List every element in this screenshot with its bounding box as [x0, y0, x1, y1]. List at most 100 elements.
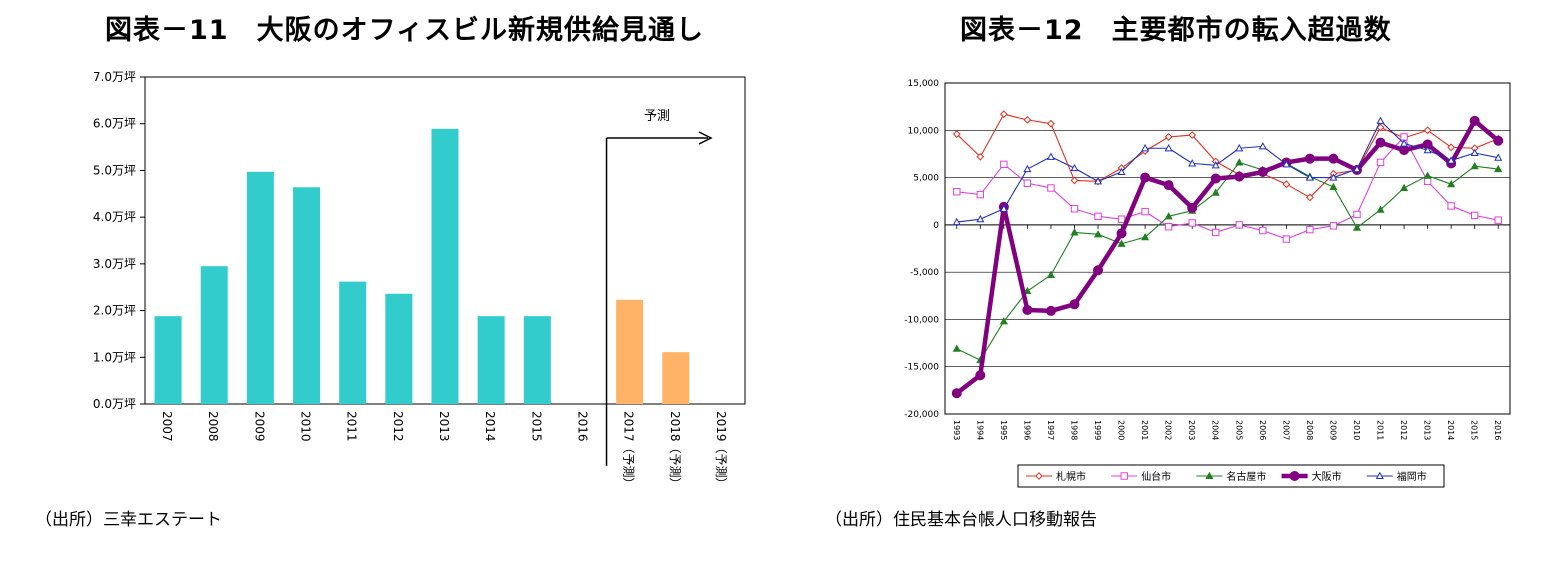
x-tick-label: 2000: [1117, 420, 1126, 440]
bar: [339, 281, 367, 404]
point: [975, 370, 986, 381]
point: [1375, 471, 1384, 480]
point: [1282, 235, 1291, 243]
bar: [523, 316, 551, 404]
y-tick-label: 1.0万坪: [93, 350, 136, 364]
point: [1494, 164, 1503, 173]
point: [1047, 119, 1055, 128]
point: [952, 217, 961, 226]
x-tick-label: 2005: [1234, 420, 1243, 440]
point: [1447, 179, 1456, 188]
y-tick-label: 5,000: [913, 174, 939, 184]
point: [1070, 176, 1079, 185]
x-tick-label: 2008: [206, 411, 220, 442]
point: [1399, 145, 1410, 156]
chart-title-left: 図表－11 大阪のオフィスビル新規供給見通し: [105, 15, 705, 46]
point: [1210, 173, 1221, 184]
point: [1140, 172, 1151, 183]
office-supply-bar-chart: 0.0万坪 1.0万坪 2.0万坪 3.0万坪 4.0万坪 5.0万坪 6.0万坪 7.0万坪…: [93, 70, 746, 490]
point: [953, 188, 961, 196]
point: [1376, 205, 1385, 213]
x-tick-label: 2019（予測）: [714, 411, 728, 490]
point: [1423, 145, 1432, 154]
point: [1212, 228, 1220, 237]
point: [1400, 183, 1409, 192]
point: [1328, 153, 1339, 164]
x-tick-label: 2010: [1352, 420, 1361, 440]
bar: [431, 128, 459, 405]
point: [1235, 158, 1244, 166]
x-tick-label: 1998: [1069, 420, 1078, 440]
x-tick-label: 2018（予測）: [668, 411, 682, 490]
legend-label: 大阪市: [1312, 470, 1342, 483]
point: [1093, 265, 1104, 276]
x-tick-label: 2006: [1258, 420, 1267, 440]
point: [976, 190, 985, 199]
point: [976, 152, 985, 161]
point: [1235, 144, 1244, 152]
point: [1164, 144, 1173, 152]
series-line: [956, 113, 1499, 198]
x-tick-label: 2008: [1305, 420, 1314, 440]
x-tick-label: 2009: [252, 411, 266, 442]
series-sapporo: [952, 110, 1503, 202]
point: [1282, 180, 1291, 189]
point: [1376, 116, 1385, 124]
point: [1305, 193, 1314, 202]
forecast-arrow-head: [698, 131, 713, 145]
y-tick-label: 5.0万坪: [93, 163, 136, 177]
legend-label: 札幌市: [1056, 470, 1086, 483]
bar: [662, 352, 690, 404]
point: [1211, 161, 1220, 169]
x-tick-label: 2012: [391, 411, 405, 442]
x-tick-label: 2017（予測）: [622, 411, 636, 490]
point: [1447, 202, 1455, 210]
legend: 札幌市 仙台市 名古屋市 大阪市 福岡市: [1017, 464, 1445, 488]
point: [1045, 305, 1056, 316]
point: [952, 130, 961, 138]
y-tick-label: 3.0万坪: [93, 257, 136, 271]
y-tick-label: -5,000: [910, 268, 939, 278]
series-line: [956, 136, 1499, 240]
point: [1120, 472, 1128, 480]
point: [1164, 212, 1173, 220]
point: [1188, 159, 1197, 167]
point: [1117, 239, 1126, 247]
x-tick-label: 2010: [299, 411, 313, 442]
point: [1352, 223, 1362, 231]
point: [1070, 163, 1079, 172]
series-fukuoka: [952, 116, 1503, 226]
y-tick-label: 4.0万坪: [93, 210, 136, 224]
point: [1211, 188, 1220, 196]
x-tick-label: 1995: [999, 420, 1008, 440]
x-tick-label: 2007: [1281, 420, 1290, 440]
y-tick-label: 10,000: [908, 126, 940, 136]
point: [1329, 222, 1338, 230]
point: [1329, 182, 1338, 191]
x-tick-label: 1996: [1022, 420, 1031, 440]
point: [1234, 171, 1245, 182]
net-migration-line-chart: -20,000 -15,000 -10,000 -5,000 0 5,000 10,000 1…: [904, 79, 1511, 488]
source-note-left: （出所）三幸エステート: [35, 510, 222, 530]
y-tick-label: 2.0万坪: [93, 304, 136, 318]
x-tick-label: 2009: [1328, 420, 1337, 440]
y-tick-label: 0: [933, 221, 939, 231]
x-tick-label: 1999: [1093, 420, 1102, 440]
bar: [385, 293, 413, 404]
point: [1235, 221, 1243, 229]
point: [1259, 226, 1267, 235]
point: [1469, 115, 1480, 126]
point: [1289, 471, 1300, 481]
point: [1205, 471, 1214, 480]
source-note-right: （出所）住民基本台帳人口移動報告: [825, 510, 1097, 530]
point: [1352, 164, 1362, 173]
point: [1023, 115, 1032, 124]
point: [999, 317, 1008, 325]
point: [1069, 299, 1080, 310]
x-tick-label: 2013: [1423, 420, 1432, 440]
point: [1470, 161, 1479, 170]
x-tick-label: 2011: [1376, 420, 1385, 440]
bar: [477, 316, 505, 404]
x-tick-label: 2011: [345, 411, 359, 442]
point: [1353, 210, 1361, 219]
